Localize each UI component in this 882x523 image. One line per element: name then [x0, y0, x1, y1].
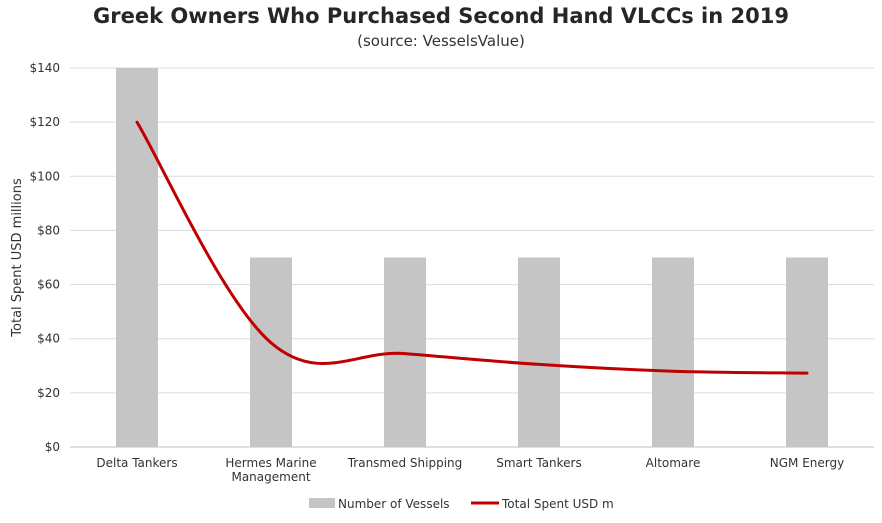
y-tick-label: $60 — [37, 278, 60, 292]
x-tick-label: Management — [231, 470, 310, 484]
bar-number-of-vessels — [786, 257, 828, 447]
y-tick-label: $0 — [45, 440, 60, 454]
x-tick-label: NGM Energy — [770, 456, 844, 470]
chart-subtitle: (source: VesselsValue) — [357, 32, 525, 50]
chart-title: Greek Owners Who Purchased Second Hand V… — [93, 4, 789, 28]
y-tick-label: $40 — [37, 332, 60, 346]
x-tick-label: Altomare — [646, 456, 701, 470]
y-tick-label: $120 — [29, 115, 60, 129]
x-tick-label: Hermes Marine — [225, 456, 316, 470]
legend-label-number-of-vessels: Number of Vessels — [338, 497, 450, 511]
bar-number-of-vessels — [652, 257, 694, 447]
x-tick-label: Delta Tankers — [96, 456, 177, 470]
y-tick-label: $80 — [37, 223, 60, 237]
y-tick-label: $100 — [29, 169, 60, 183]
y-tick-label: $140 — [29, 61, 60, 75]
bar-number-of-vessels — [116, 68, 158, 447]
line-total-spent — [135, 120, 809, 375]
legend-swatch-number-of-vessels — [309, 498, 335, 508]
y-axis-title: Total Spent USD millions — [10, 178, 25, 338]
y-tick-label: $20 — [37, 386, 60, 400]
legend-label-total-spent: Total Spent USD m — [501, 497, 614, 511]
x-tick-label: Transmed Shipping — [347, 456, 463, 470]
bar-number-of-vessels — [518, 257, 560, 447]
x-tick-label: Smart Tankers — [496, 456, 582, 470]
